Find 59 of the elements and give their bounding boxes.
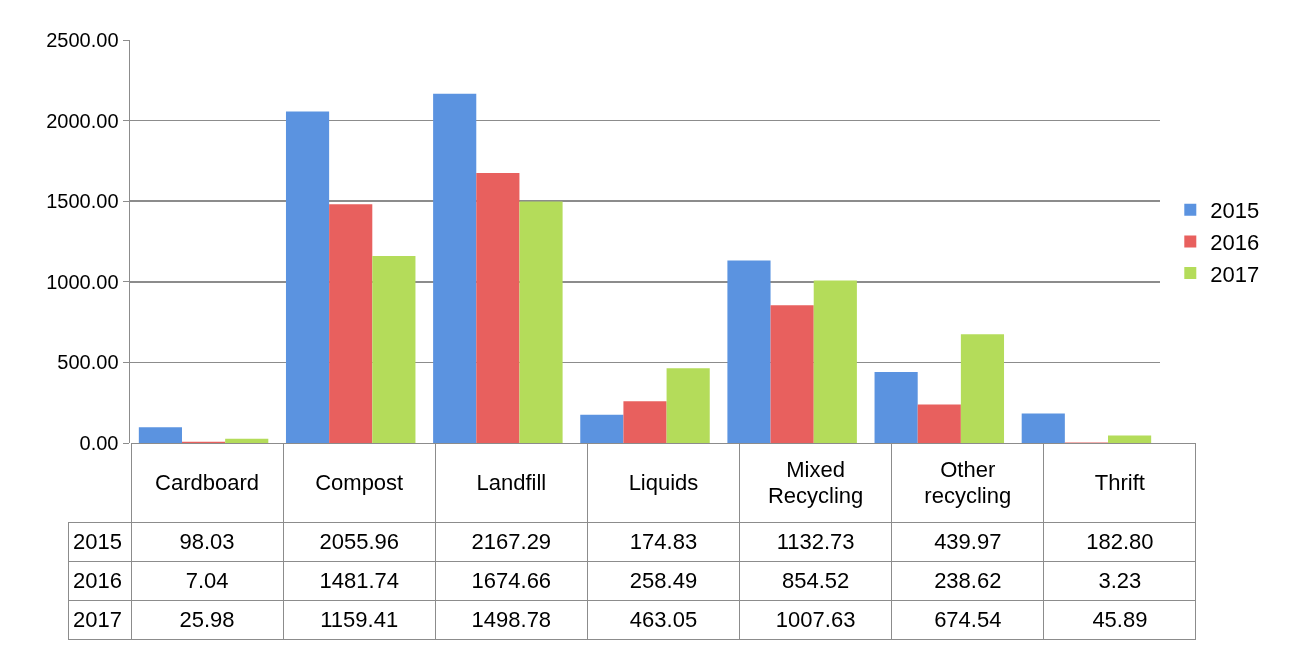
- bar: [433, 93, 477, 443]
- bar: [917, 404, 961, 443]
- bar: [813, 280, 857, 443]
- bar: [476, 173, 520, 443]
- bar: [285, 111, 330, 443]
- data-label: 1498.78: [435, 600, 588, 640]
- legend-label: 2017: [1210, 261, 1260, 287]
- data-label: 98.03: [131, 522, 284, 562]
- bar: [874, 372, 918, 443]
- y-tick-label: 0.00: [79, 432, 119, 454]
- data-label: 258.49: [587, 561, 740, 601]
- data-label: 463.05: [587, 600, 740, 640]
- x-tick-label: Thrift: [1043, 443, 1196, 523]
- bar: [666, 368, 710, 443]
- data-label: 174.83: [587, 522, 740, 562]
- bar: [138, 427, 182, 443]
- bar: [372, 256, 416, 443]
- legend-label: 2015: [1210, 198, 1260, 224]
- data-label: 1481.74: [283, 561, 436, 601]
- x-tick-label: Mixed Recycling: [739, 443, 892, 523]
- bar: [329, 204, 373, 443]
- bar: [1021, 413, 1065, 443]
- data-label: 1674.66: [435, 561, 588, 601]
- legend-label: 2016: [1210, 229, 1260, 255]
- bar: [770, 305, 814, 443]
- y-tick-label: 1500.00: [46, 190, 119, 213]
- data-label: 238.62: [891, 561, 1044, 601]
- bar: [225, 438, 269, 443]
- bar: [580, 414, 624, 443]
- bar: [960, 334, 1005, 443]
- data-label: 7.04: [131, 561, 284, 601]
- data-label: 3.23: [1043, 561, 1196, 601]
- bar: [727, 260, 771, 443]
- data-label: 854.52: [739, 561, 892, 601]
- data-label: 45.89: [1043, 600, 1196, 640]
- text: 2015: [73, 529, 122, 554]
- text: 2016: [73, 568, 122, 593]
- x-tick-label: Other recycling: [891, 443, 1044, 523]
- data-label: 439.97: [891, 522, 1044, 562]
- bar: [623, 401, 667, 443]
- x-tick-label: Cardboard: [131, 443, 284, 523]
- y-tick-label: 500.00: [57, 351, 119, 374]
- data-label: 25.98: [131, 600, 284, 640]
- data-label: 2167.29: [435, 522, 588, 562]
- x-tick-label: Compost: [283, 443, 436, 523]
- data-label: 1007.63: [739, 600, 892, 640]
- data-label: 1132.73: [739, 522, 892, 562]
- data-label: 674.54: [891, 600, 1044, 640]
- y-tick-label: 1000.00: [46, 270, 119, 293]
- data-label: 182.80: [1043, 522, 1196, 562]
- text: 2017: [73, 607, 122, 632]
- x-tick-label: Landfill: [435, 443, 588, 523]
- data-label: 2055.96: [283, 522, 436, 562]
- data-label: 1159.41: [283, 600, 436, 640]
- y-tick-label: 2000.00: [46, 109, 119, 132]
- bar: [1108, 435, 1152, 443]
- x-tick-label: Liquids: [587, 443, 740, 523]
- bar: [519, 201, 563, 443]
- y-tick-label: 2500.00: [46, 29, 119, 51]
